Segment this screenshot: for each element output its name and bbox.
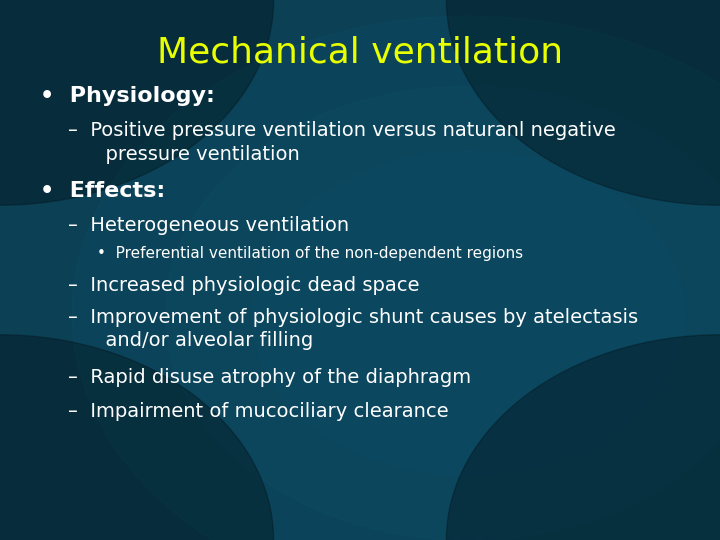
Circle shape <box>72 16 720 540</box>
Text: –  Positive pressure ventilation versus naturanl negative
      pressure ventila: – Positive pressure ventilation versus n… <box>68 122 616 164</box>
Text: •  Effects:: • Effects: <box>40 181 165 201</box>
Text: –  Improvement of physiologic shunt causes by atelectasis
      and/or alveolar : – Improvement of physiologic shunt cause… <box>68 308 639 350</box>
Text: –  Rapid disuse atrophy of the diaphragm: – Rapid disuse atrophy of the diaphragm <box>68 368 472 387</box>
Text: –  Heterogeneous ventilation: – Heterogeneous ventilation <box>68 216 349 235</box>
Text: Mechanical ventilation: Mechanical ventilation <box>157 35 563 69</box>
Circle shape <box>252 151 684 475</box>
Circle shape <box>0 0 274 205</box>
Text: –  Increased physiologic dead space: – Increased physiologic dead space <box>68 276 420 295</box>
Circle shape <box>446 335 720 540</box>
Text: •  Physiology:: • Physiology: <box>40 86 215 106</box>
Circle shape <box>446 0 720 205</box>
Text: –  Impairment of mucociliary clearance: – Impairment of mucociliary clearance <box>68 402 449 421</box>
Text: •  Preferential ventilation of the non-dependent regions: • Preferential ventilation of the non-de… <box>97 246 523 261</box>
Circle shape <box>0 335 274 540</box>
Circle shape <box>166 86 720 540</box>
